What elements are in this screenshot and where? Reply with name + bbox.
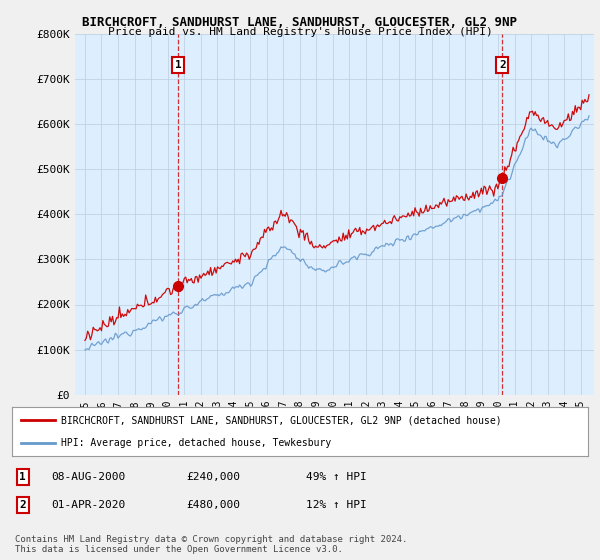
Text: 1: 1 [175,60,181,70]
Text: 12% ↑ HPI: 12% ↑ HPI [306,500,367,510]
Text: 1: 1 [19,472,26,482]
Text: BIRCHCROFT, SANDHURST LANE, SANDHURST, GLOUCESTER, GL2 9NP: BIRCHCROFT, SANDHURST LANE, SANDHURST, G… [83,16,517,29]
Text: This data is licensed under the Open Government Licence v3.0.: This data is licensed under the Open Gov… [15,544,343,554]
Text: 49% ↑ HPI: 49% ↑ HPI [306,472,367,482]
Text: 2: 2 [499,60,506,70]
Text: 01-APR-2020: 01-APR-2020 [51,500,125,510]
Text: 2: 2 [19,500,26,510]
Text: £240,000: £240,000 [186,472,240,482]
Text: Price paid vs. HM Land Registry's House Price Index (HPI): Price paid vs. HM Land Registry's House … [107,27,493,37]
Text: Contains HM Land Registry data © Crown copyright and database right 2024.: Contains HM Land Registry data © Crown c… [15,534,407,544]
Text: HPI: Average price, detached house, Tewkesbury: HPI: Average price, detached house, Tewk… [61,438,331,448]
Text: 08-AUG-2000: 08-AUG-2000 [51,472,125,482]
Text: £480,000: £480,000 [186,500,240,510]
Text: BIRCHCROFT, SANDHURST LANE, SANDHURST, GLOUCESTER, GL2 9NP (detached house): BIRCHCROFT, SANDHURST LANE, SANDHURST, G… [61,416,502,426]
